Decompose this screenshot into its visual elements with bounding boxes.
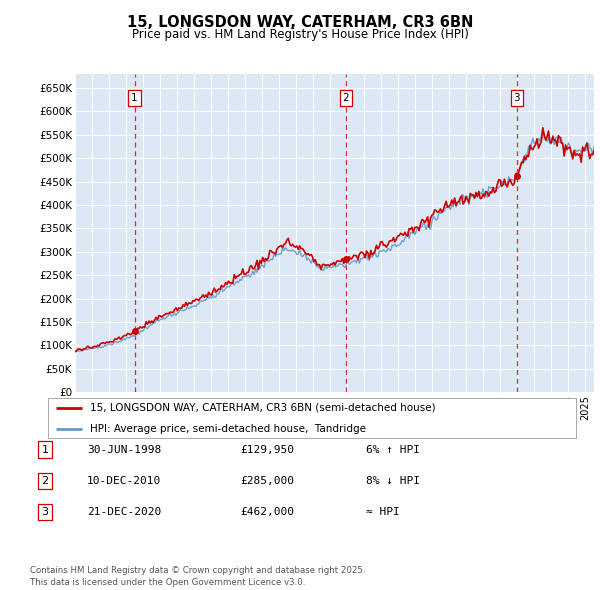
Text: 30-JUN-1998: 30-JUN-1998 [87, 445, 161, 454]
Text: 15, LONGSDON WAY, CATERHAM, CR3 6BN (semi-detached house): 15, LONGSDON WAY, CATERHAM, CR3 6BN (sem… [90, 402, 436, 412]
Text: £285,000: £285,000 [240, 476, 294, 486]
Text: 3: 3 [514, 93, 520, 103]
Text: 8% ↓ HPI: 8% ↓ HPI [366, 476, 420, 486]
Text: 2: 2 [343, 93, 349, 103]
Text: 10-DEC-2010: 10-DEC-2010 [87, 476, 161, 486]
Text: Price paid vs. HM Land Registry's House Price Index (HPI): Price paid vs. HM Land Registry's House … [131, 28, 469, 41]
Text: 1: 1 [131, 93, 138, 103]
Text: ≈ HPI: ≈ HPI [366, 507, 400, 517]
Text: Contains HM Land Registry data © Crown copyright and database right 2025.
This d: Contains HM Land Registry data © Crown c… [30, 566, 365, 587]
Text: £462,000: £462,000 [240, 507, 294, 517]
Text: 6% ↑ HPI: 6% ↑ HPI [366, 445, 420, 454]
Text: 1: 1 [41, 445, 49, 454]
Text: HPI: Average price, semi-detached house,  Tandridge: HPI: Average price, semi-detached house,… [90, 424, 366, 434]
Text: £129,950: £129,950 [240, 445, 294, 454]
Text: 21-DEC-2020: 21-DEC-2020 [87, 507, 161, 517]
Text: 2: 2 [41, 476, 49, 486]
Text: 3: 3 [41, 507, 49, 517]
Text: 15, LONGSDON WAY, CATERHAM, CR3 6BN: 15, LONGSDON WAY, CATERHAM, CR3 6BN [127, 15, 473, 30]
